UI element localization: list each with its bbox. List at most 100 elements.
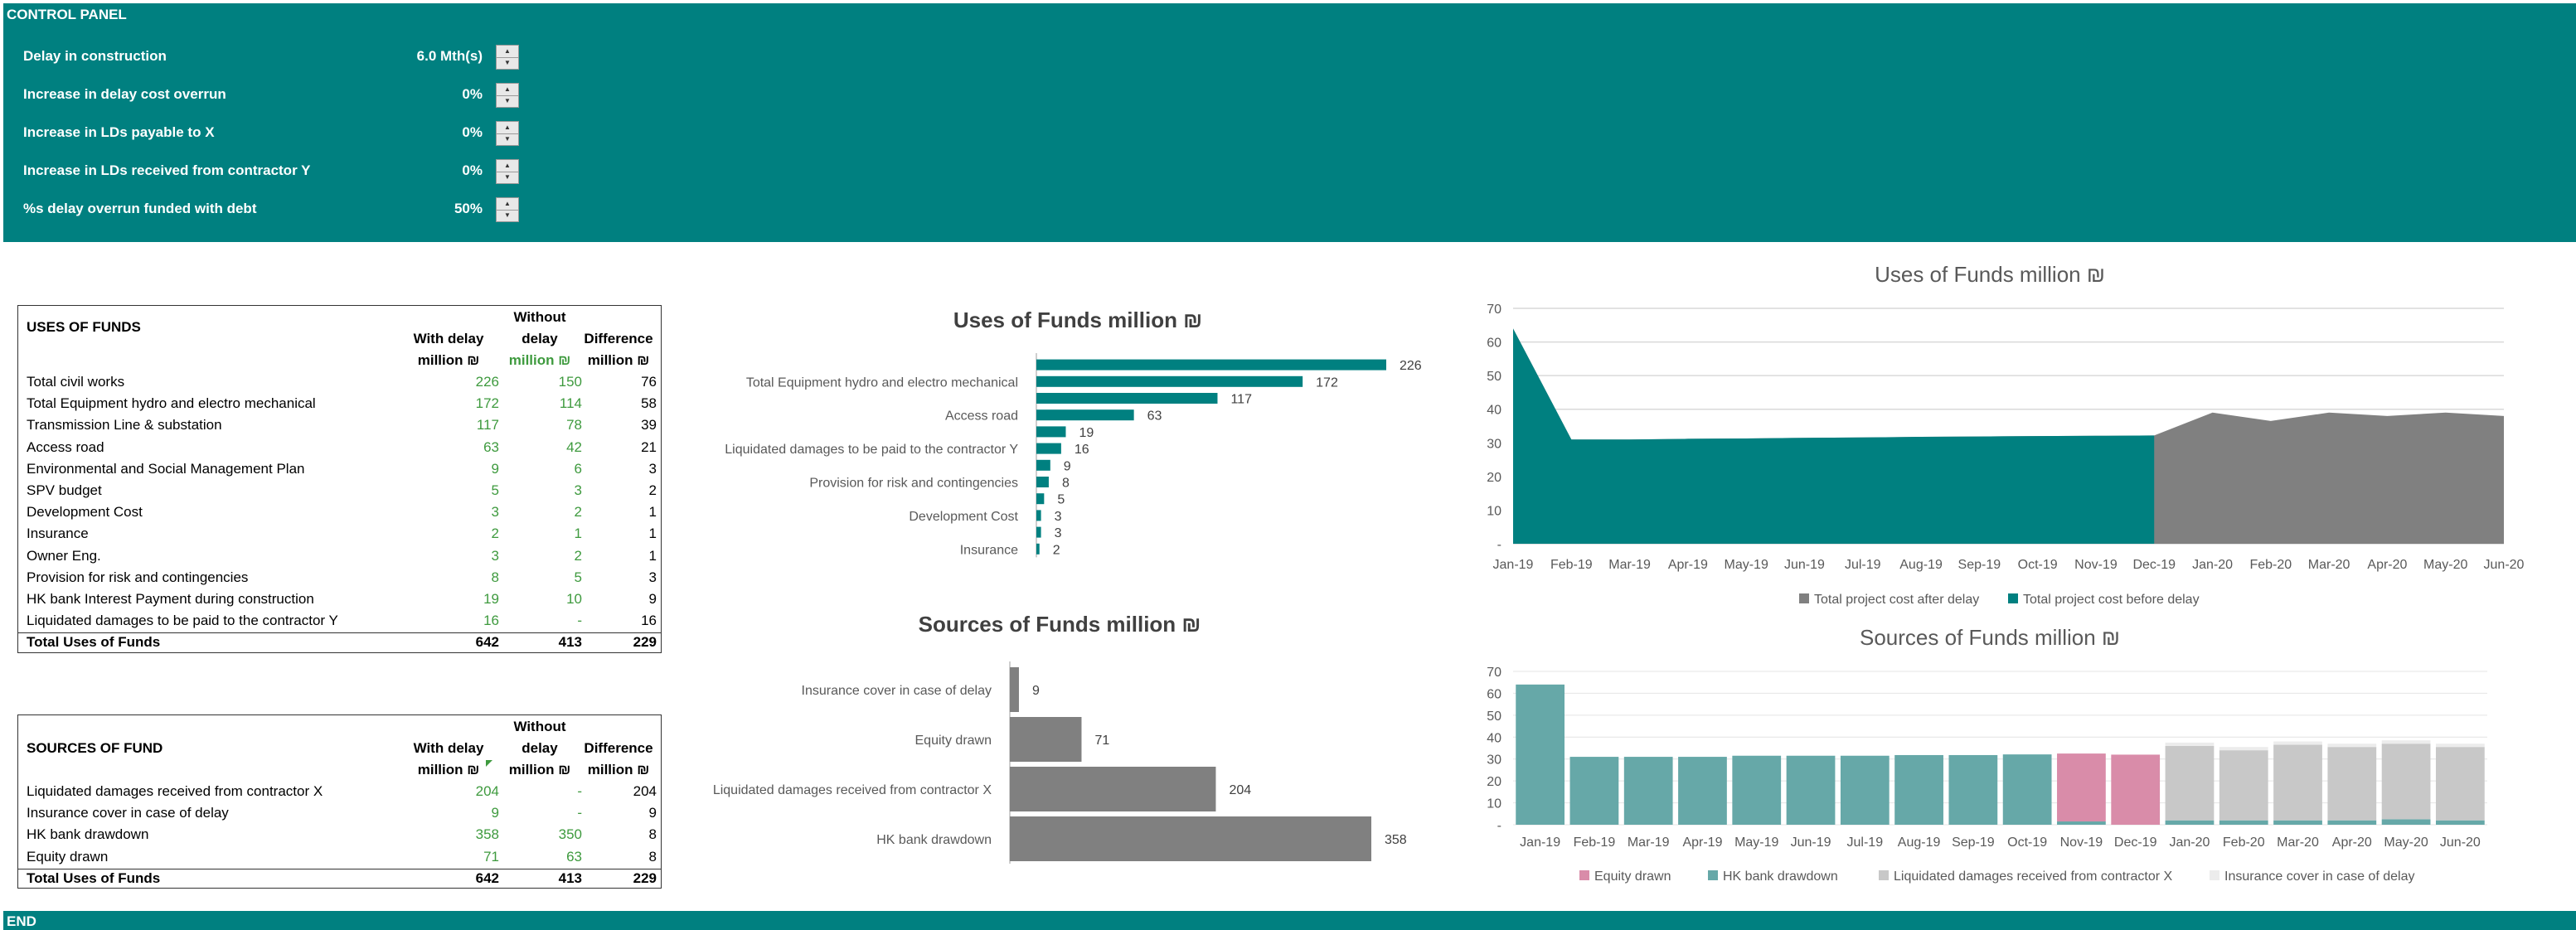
row-label: Equity drawn [27, 848, 109, 865]
row-with-value: 3 [491, 504, 499, 521]
total-without-value: 413 [558, 869, 582, 886]
bar-value-label: 71 [1094, 734, 1109, 748]
x-tick-label: Jul-19 [1847, 836, 1884, 850]
bar [1036, 359, 1386, 371]
row-label: Access road [27, 438, 104, 455]
uses-header-with-2: million ₪ [417, 352, 480, 368]
total-divider [18, 632, 661, 634]
stacked-bar-segment [2002, 754, 2052, 825]
row-with-value: 9 [491, 460, 499, 477]
spin-down-icon[interactable]: ▼ [504, 135, 511, 143]
stacked-bar-segment [1840, 755, 1890, 825]
x-tick-label: Jan-19 [1520, 836, 1560, 850]
x-tick-label: Nov-19 [2074, 558, 2118, 572]
table-row: Access road 63 42 21 [18, 439, 661, 461]
x-tick-label: Feb-19 [1550, 558, 1593, 572]
control-label: Increase in LDs received from contractor… [23, 162, 311, 178]
spin-down-icon[interactable]: ▼ [504, 97, 511, 104]
stacked-bar-segment [2381, 819, 2431, 825]
row-without-value: 3 [574, 482, 582, 498]
uses-bar-chart-title: Uses of Funds million ₪ [953, 308, 1203, 332]
row-with-value: 2 [491, 526, 499, 542]
category-label: Insurance cover in case of delay [802, 684, 992, 698]
spin-button[interactable]: ▲ ▼ [496, 121, 519, 146]
table-row: Total civil works 226 150 76 [18, 374, 661, 395]
control-value: 6.0 Mth(s) [416, 48, 483, 64]
uses-of-funds-bar-chart: 226 172 Total Equipment hydro and electro … [725, 353, 1422, 558]
row-diff-value: 16 [641, 613, 657, 629]
total-diff-value: 229 [633, 869, 657, 886]
y-tick-label: 10 [1487, 504, 1501, 518]
legend-label: Total project cost after delay [1814, 593, 1979, 607]
row-with-value: 19 [483, 591, 499, 607]
row-diff-value: 21 [641, 438, 657, 455]
uses-table-title: USES OF FUNDS [27, 319, 141, 335]
row-label: Liquidated damages received from contrac… [27, 783, 323, 799]
bar [1036, 543, 1040, 555]
spin-up-icon[interactable]: ▲ [497, 46, 518, 58]
legend-label: Equity drawn [1594, 869, 1671, 884]
total-row: Total Uses of Funds 642 413 229 [18, 870, 661, 892]
legend-swatch [2210, 870, 2219, 880]
legend-label: Liquidated damages received from contrac… [1894, 869, 2173, 884]
y-tick-label: - [1497, 538, 1501, 552]
spin-up-icon[interactable]: ▲ [497, 84, 518, 96]
sources-table-title: SOURCES OF FUND [27, 740, 163, 756]
spin-button[interactable]: ▲ ▼ [496, 45, 519, 70]
row-without-value: 63 [566, 848, 582, 865]
y-tick-label: 70 [1487, 303, 1501, 317]
category-label: Equity drawn [915, 734, 992, 748]
y-tick-label: - [1497, 819, 1501, 833]
spin-down-icon[interactable]: ▼ [504, 211, 511, 219]
table-row: Liquidated damages received from contrac… [18, 783, 661, 805]
row-without-value: 78 [566, 417, 582, 434]
row-label: Total Equipment hydro and electro mechan… [27, 395, 316, 412]
spin-button[interactable]: ▲ ▼ [496, 83, 519, 108]
uses-of-funds-area-chart: - 10 20 30 40 50 60 70 Jan-19 Feb-19 Mar-19 Apr-19 M… [1487, 303, 2525, 607]
spin-up-icon[interactable]: ▲ [497, 198, 518, 211]
x-tick-label: Jun-20 [2484, 558, 2525, 572]
total-with-value: 642 [475, 634, 499, 651]
bar [1036, 409, 1134, 421]
stacked-bar-segment [2219, 820, 2268, 825]
stacked-bar-segment [1623, 757, 1673, 825]
row-diff-value: 58 [641, 395, 657, 412]
row-without-value: - [577, 805, 582, 821]
category-label: HK bank drawdown [876, 833, 992, 847]
sources-bar-chart-title: Sources of Funds million ₪ [918, 612, 1201, 637]
row-label: Liquidated damages to be paid to the con… [27, 613, 338, 629]
y-tick-label: 40 [1487, 731, 1501, 745]
row-without-value: 2 [574, 504, 582, 521]
sources-of-funds-stacked-chart: - 10 20 30 40 50 60 70 Jan-19 Feb-19 Mar-19 Apr-19 M… [1487, 666, 2487, 884]
stacked-bar-segment [1732, 755, 1782, 825]
spin-down-icon[interactable]: ▼ [504, 173, 511, 181]
stacked-bar-segment [2165, 745, 2215, 821]
spin-up-icon[interactable]: ▲ [497, 160, 518, 172]
row-label: Development Cost [27, 504, 143, 521]
row-label: HK bank Interest Payment during construc… [27, 591, 314, 607]
row-diff-value: 9 [648, 805, 657, 821]
table-row: Development Cost 3 2 1 [18, 504, 661, 526]
table-row: SPV budget 5 3 2 [18, 482, 661, 504]
stacked-bar-segment [2057, 821, 2106, 825]
spin-down-icon[interactable]: ▼ [504, 59, 511, 66]
bar [1036, 526, 1041, 538]
row-without-value: 350 [558, 826, 582, 843]
row-label: Environmental and Social Management Plan [27, 460, 305, 477]
spin-up-icon[interactable]: ▲ [497, 122, 518, 134]
row-diff-value: 76 [641, 374, 657, 390]
total-label: Total Uses of Funds [27, 869, 161, 886]
bar-value-label: 226 [1400, 359, 1422, 373]
stacked-bar-segment [2273, 820, 2322, 825]
spin-button[interactable]: ▲ ▼ [496, 197, 519, 222]
spin-button[interactable]: ▲ ▼ [496, 159, 519, 184]
x-tick-label: Apr-20 [2367, 558, 2407, 572]
x-tick-label: May-19 [1724, 558, 1768, 572]
bar-value-label: 5 [1057, 493, 1065, 507]
bar-value-label: 16 [1075, 443, 1089, 457]
x-tick-label: Apr-20 [2332, 836, 2372, 850]
row-with-value: 63 [483, 438, 499, 455]
stacked-bar-segment [2381, 744, 2431, 820]
stacked-bar-segment [2327, 820, 2377, 825]
x-tick-label: Dec-19 [2132, 558, 2176, 572]
